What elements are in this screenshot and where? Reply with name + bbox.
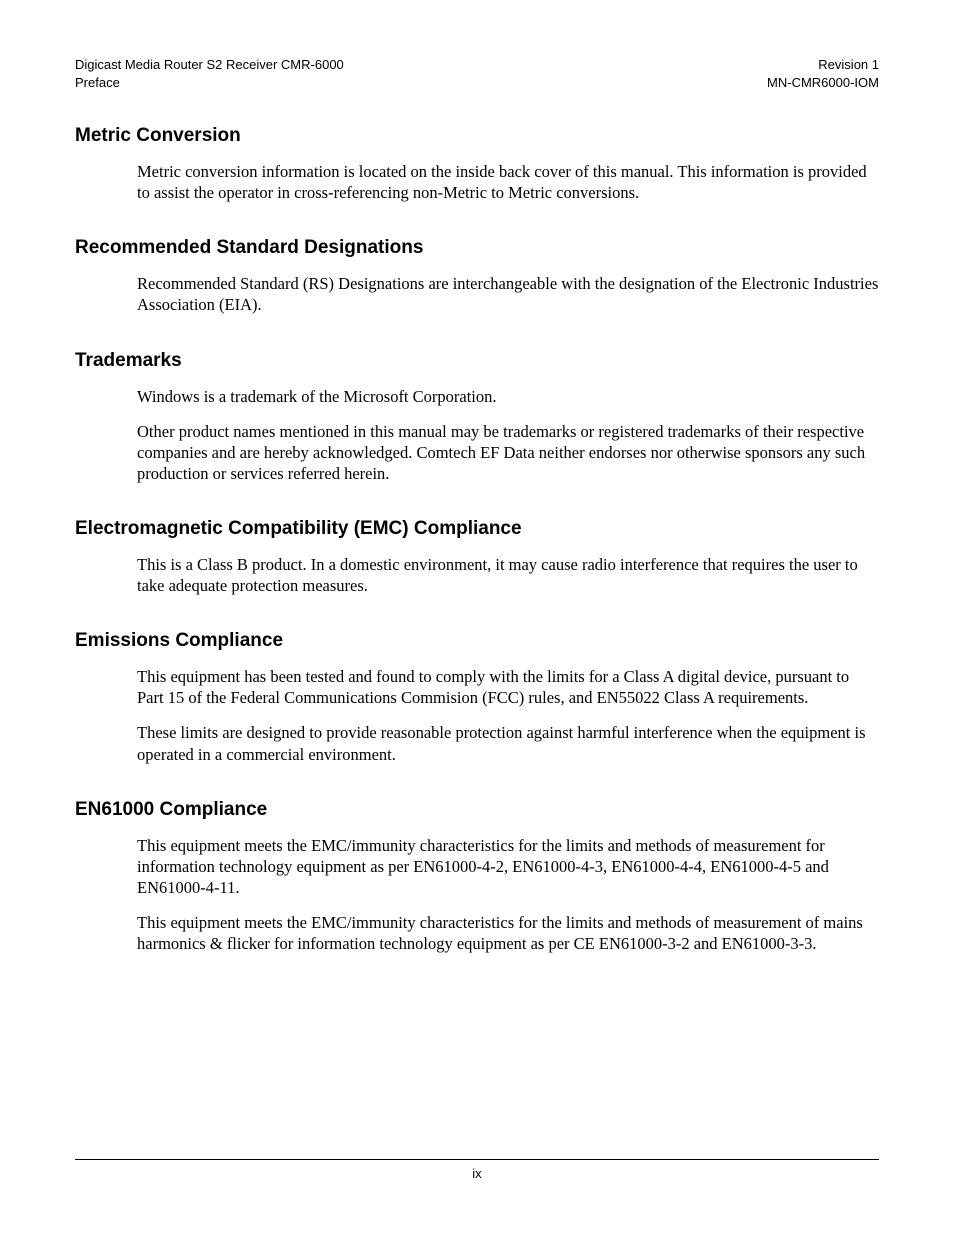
header-right: Revision 1 MN-CMR6000-IOM xyxy=(767,56,879,91)
paragraph: Other product names mentioned in this ma… xyxy=(137,421,879,484)
document-page: Digicast Media Router S2 Receiver CMR-60… xyxy=(0,0,954,1235)
paragraph: These limits are designed to provide rea… xyxy=(137,722,879,764)
page-header: Digicast Media Router S2 Receiver CMR-60… xyxy=(75,56,879,91)
heading-metric-conversion: Metric Conversion xyxy=(75,125,879,147)
heading-emissions-compliance: Emissions Compliance xyxy=(75,630,879,652)
heading-trademarks: Trademarks xyxy=(75,350,879,372)
paragraph: This equipment has been tested and found… xyxy=(137,666,879,708)
section-emissions-compliance: Emissions Compliance This equipment has … xyxy=(75,630,879,764)
page-footer: ix xyxy=(75,1159,879,1181)
heading-recommended-standard-designations: Recommended Standard Designations xyxy=(75,237,879,259)
paragraph: Recommended Standard (RS) Designations a… xyxy=(137,273,879,315)
heading-emc-compliance: Electromagnetic Compatibility (EMC) Comp… xyxy=(75,518,879,540)
header-product-title: Digicast Media Router S2 Receiver CMR-60… xyxy=(75,56,344,74)
section-trademarks: Trademarks Windows is a trademark of the… xyxy=(75,350,879,484)
section-emc-compliance: Electromagnetic Compatibility (EMC) Comp… xyxy=(75,518,879,596)
paragraph: Windows is a trademark of the Microsoft … xyxy=(137,386,879,407)
heading-en61000-compliance: EN61000 Compliance xyxy=(75,799,879,821)
section-en61000-compliance: EN61000 Compliance This equipment meets … xyxy=(75,799,879,955)
section-metric-conversion: Metric Conversion Metric conversion info… xyxy=(75,125,879,203)
header-section-name: Preface xyxy=(75,74,344,92)
paragraph: This equipment meets the EMC/immunity ch… xyxy=(137,912,879,954)
header-left: Digicast Media Router S2 Receiver CMR-60… xyxy=(75,56,344,91)
header-doc-number: MN-CMR6000-IOM xyxy=(767,74,879,92)
header-revision: Revision 1 xyxy=(767,56,879,74)
paragraph: This is a Class B product. In a domestic… xyxy=(137,554,879,596)
paragraph: This equipment meets the EMC/immunity ch… xyxy=(137,835,879,898)
page-number: ix xyxy=(472,1166,481,1181)
paragraph: Metric conversion information is located… xyxy=(137,161,879,203)
section-recommended-standard-designations: Recommended Standard Designations Recomm… xyxy=(75,237,879,315)
